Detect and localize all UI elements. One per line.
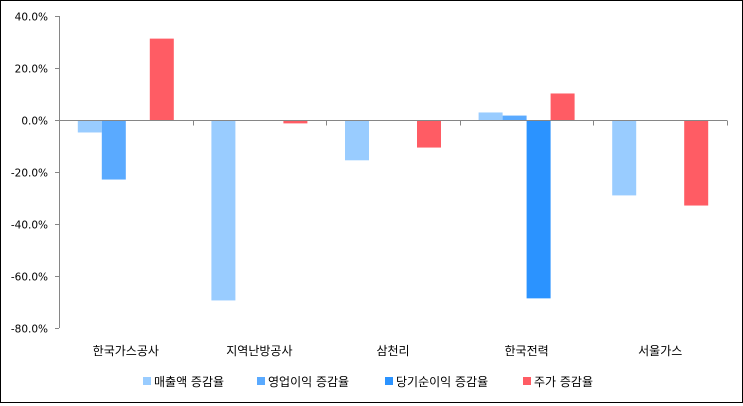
- y-tick-label: 0.0%: [21, 116, 48, 128]
- bar-1-5: [612, 120, 637, 196]
- legend-swatch-3: [385, 377, 393, 385]
- legend-label-1: 매출액 증감율: [154, 375, 224, 389]
- y-tick-label: -40.0%: [11, 220, 48, 232]
- bar-4-4: [550, 93, 575, 120]
- legend-label-4: 주가 증감율: [534, 375, 593, 389]
- bar-1-2: [211, 120, 236, 301]
- legend-swatch-2: [257, 377, 265, 385]
- y-tick-label: -20.0%: [11, 168, 48, 180]
- bar-1-1: [77, 120, 102, 133]
- bar-4-5: [684, 120, 709, 206]
- legend-swatch-1: [143, 377, 151, 385]
- y-tick-label: -60.0%: [11, 272, 48, 284]
- bar-2-1: [101, 120, 126, 180]
- bar-1-3: [345, 120, 369, 161]
- x-tick-label: 지역난방공사: [226, 344, 292, 358]
- legend-label-2: 영업이익 증감율: [268, 375, 349, 389]
- bar-3-4: [526, 120, 551, 299]
- bar-4-3: [417, 120, 441, 148]
- bar-1-4: [478, 112, 503, 120]
- y-tick-label: 20.0%: [15, 64, 48, 76]
- y-tick-label: 40.0%: [15, 12, 48, 24]
- bar-4-2: [283, 120, 308, 124]
- legend-label-3: 당기순이익 증감율: [396, 375, 488, 389]
- x-tick-label: 한국전력: [505, 344, 549, 358]
- legend-swatch-4: [523, 377, 531, 385]
- x-tick-label: 한국가스공사: [93, 344, 159, 358]
- bar-2-4: [502, 115, 527, 120]
- x-tick-label: 삼천리: [376, 343, 409, 358]
- x-tick-label: 서울가스: [638, 344, 682, 358]
- y-tick-label: -80.0%: [11, 324, 48, 336]
- bar-4-1: [149, 38, 174, 121]
